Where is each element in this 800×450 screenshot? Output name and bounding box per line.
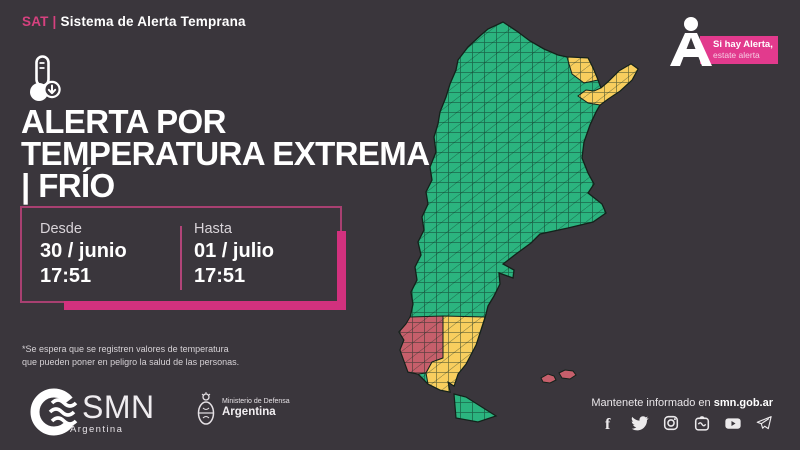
period-from: Desde 30 / junio 17:51 xyxy=(40,208,180,301)
footnote-line-1: *Se espera que se registren valores de t… xyxy=(22,344,229,354)
ministry-coat-of-arms-icon xyxy=(197,392,215,425)
ministry-text: Ministerio de Defensa Argentina xyxy=(222,398,290,418)
telegram-icon[interactable] xyxy=(755,414,773,432)
page-title: ALERTA POR TEMPERATURA EXTREMA | FRÍO xyxy=(21,103,430,204)
map-tdf-grid xyxy=(454,394,496,422)
period-to-label: Hasta xyxy=(194,221,232,237)
facebook-icon[interactable]: f xyxy=(600,414,618,432)
ministry-name: Ministerio de Defensa xyxy=(222,398,290,405)
title-line-3: | FRÍO xyxy=(21,167,115,204)
map-department-grid-diag xyxy=(399,22,638,392)
argentina-alert-map xyxy=(398,21,639,423)
alert-period-box: Desde 30 / junio 17:51 Hasta 01 / julio … xyxy=(20,206,342,303)
alert-person-a-icon xyxy=(670,17,712,66)
footer-info-domain: smn.gob.ar xyxy=(713,397,773,409)
period-from-label: Desde xyxy=(40,221,82,237)
footnote: *Se espera que se registren valores de t… xyxy=(22,343,239,369)
header-brand-line: SAT | Sistema de Alerta Temprana xyxy=(22,14,246,29)
period-accent-bar-bottom xyxy=(64,301,346,310)
smn-logo-country: Argentina xyxy=(70,424,124,435)
period-to-time: 17:51 xyxy=(194,265,246,287)
title-line-1: ALERTA POR xyxy=(21,103,226,140)
smn-logo-name: SMN xyxy=(82,389,155,425)
alert-badge-line-2: estate alerta xyxy=(713,49,760,60)
svg-text:f: f xyxy=(605,415,611,432)
smn-app-icon[interactable] xyxy=(693,414,711,432)
instagram-icon[interactable] xyxy=(662,414,680,432)
period-to-date: 01 / julio xyxy=(194,240,275,262)
footnote-line-2: que pueden poner en peligro la salud de … xyxy=(22,357,240,368)
period-accent-bar-right xyxy=(337,231,346,310)
alert-badge-ribbon: Si hay Alerta, estate alerta xyxy=(700,36,778,64)
youtube-icon[interactable] xyxy=(724,414,742,432)
ministry-country: Argentina xyxy=(222,406,276,418)
period-divider xyxy=(180,226,182,290)
title-line-2: TEMPERATURA EXTREMA xyxy=(21,135,430,172)
period-to: Hasta 01 / julio 17:51 xyxy=(194,208,334,301)
footer-info-text: Mantenete informado en xyxy=(591,397,714,409)
period-from-date: 30 / junio xyxy=(40,240,127,262)
map-malvinas-east-red xyxy=(558,369,577,380)
social-links: f xyxy=(600,414,773,432)
sat-system-name: Sistema de Alerta Temprana xyxy=(60,14,246,29)
sat-brand: SAT | xyxy=(22,14,57,29)
period-from-time: 17:51 xyxy=(40,265,92,287)
smn-logo-icon xyxy=(30,388,78,436)
cold-thermometer-icon xyxy=(30,55,61,101)
alert-badge-line-1: Si hay Alerta, xyxy=(713,38,773,50)
footer-info: Mantenete informado en smn.gob.ar xyxy=(591,397,773,409)
twitter-icon[interactable] xyxy=(631,414,649,432)
map-malvinas-west-red xyxy=(540,373,557,384)
